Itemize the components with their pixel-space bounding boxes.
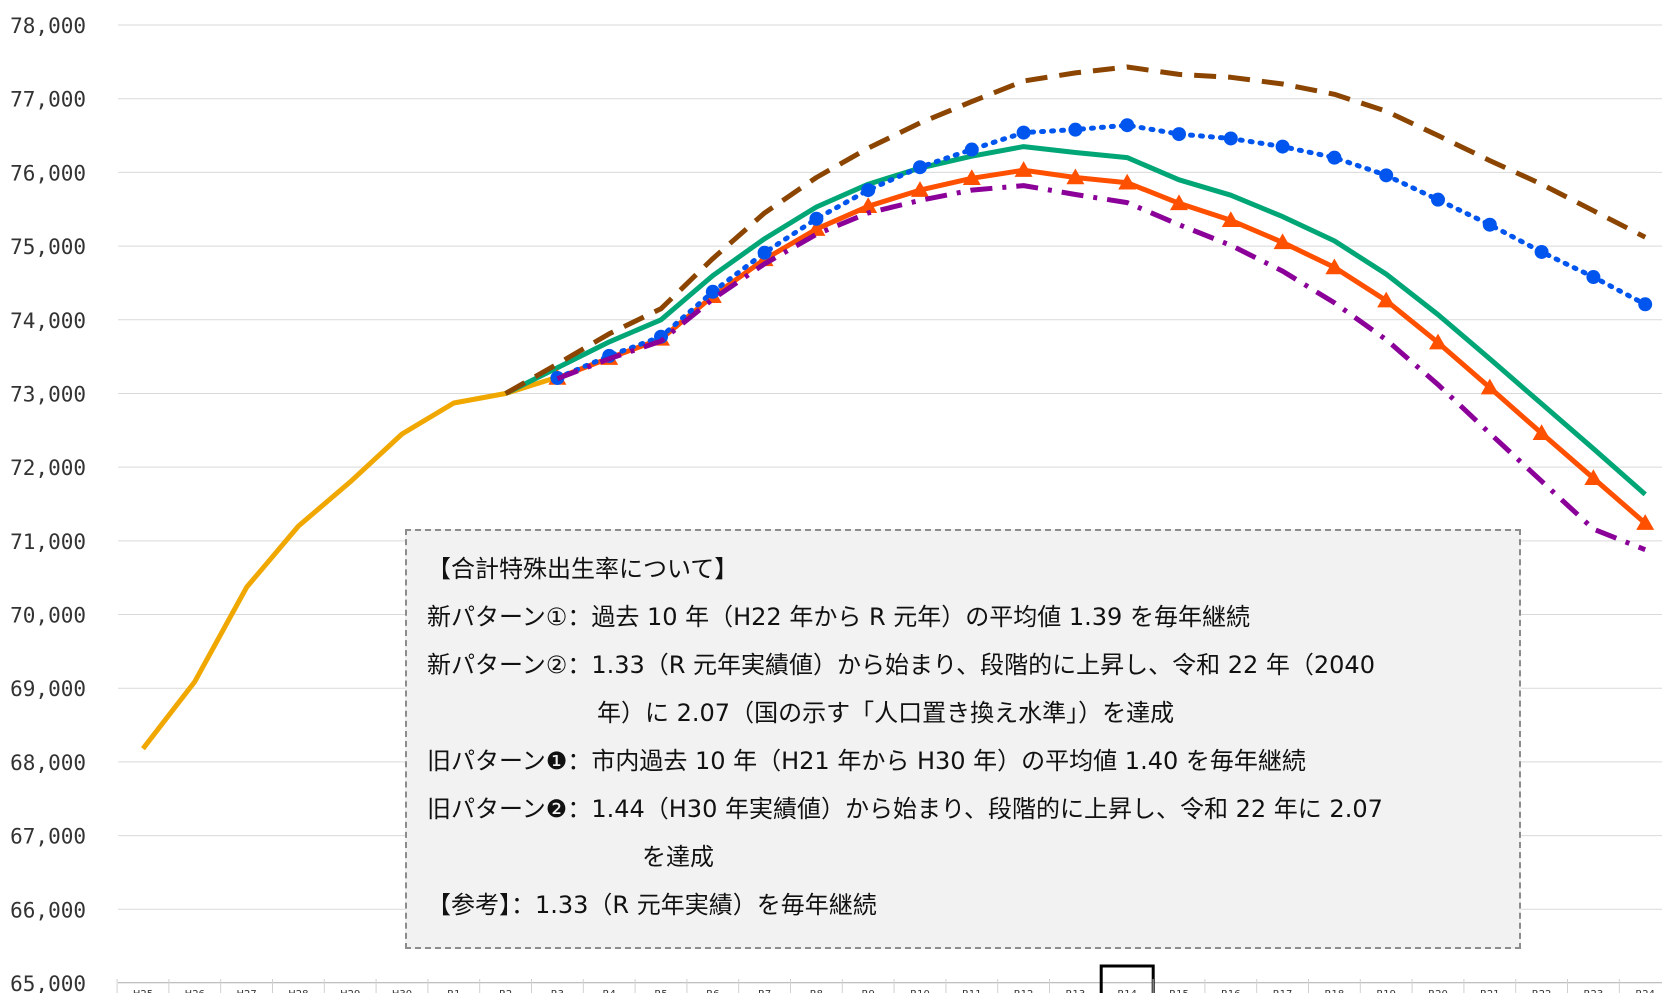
y-tick-label: 77,000 bbox=[10, 88, 86, 112]
marker-old-pattern-2 bbox=[705, 284, 720, 299]
x-tick-label: R4 bbox=[603, 989, 616, 993]
x-tick-label: R5 bbox=[654, 989, 667, 993]
y-tick-label: 70,000 bbox=[10, 604, 86, 628]
x-tick-label: R3 bbox=[551, 989, 564, 993]
marker-old-pattern-2 bbox=[1275, 139, 1290, 154]
x-tick-label: R8 bbox=[810, 989, 823, 993]
fertility-rate-legend-box: 【合計特殊出生率について】 新パターン①：過去 10 年（H22 年から R 元… bbox=[405, 529, 1521, 949]
series-line-reference bbox=[556, 183, 1647, 553]
marker-new-pattern-2 bbox=[1066, 168, 1085, 185]
marker-old-pattern-2 bbox=[964, 142, 979, 157]
series-line-old-pattern-2 bbox=[554, 122, 1648, 381]
legend-old-pattern-2: 旧パターン❷：1.44（H30 年実績値）から始まり、段階的に上昇し、令和 22… bbox=[427, 795, 1383, 823]
legend-old-pattern-1: 旧パターン❶：市内過去 10 年（H21 年から H30 年）の平均値 1.40… bbox=[427, 747, 1306, 775]
marker-new-pattern-2 bbox=[911, 181, 929, 197]
marker-old-pattern-2 bbox=[1482, 217, 1497, 232]
y-tick-label: 68,000 bbox=[10, 751, 86, 775]
marker-new-pattern-2 bbox=[1221, 211, 1240, 228]
marker-new-pattern-2 bbox=[1480, 378, 1499, 395]
series-line-new-pattern-1 bbox=[504, 144, 1647, 497]
x-tick-label: R13 bbox=[1066, 989, 1086, 993]
x-tick-label: R23 bbox=[1584, 989, 1604, 993]
y-tick-label: 75,000 bbox=[10, 235, 86, 259]
marker-new-pattern-2 bbox=[1118, 173, 1137, 190]
x-tick-label: H28 bbox=[288, 989, 308, 993]
legend-new-pattern-1: 新パターン①：過去 10 年（H22 年から R 元年）の平均値 1.39 を毎… bbox=[427, 603, 1250, 631]
y-tick-label: 66,000 bbox=[10, 898, 86, 922]
x-tick-label: R19 bbox=[1376, 989, 1396, 993]
x-tick-label: R6 bbox=[706, 989, 719, 993]
x-tick-label: R17 bbox=[1273, 989, 1293, 993]
marker-new-pattern-2 bbox=[962, 169, 981, 186]
marker-new-pattern-2 bbox=[1014, 161, 1033, 177]
x-tick-label: R14 bbox=[1117, 989, 1137, 993]
y-tick-label: 74,000 bbox=[10, 309, 86, 333]
marker-old-pattern-2 bbox=[1327, 150, 1342, 165]
marker-old-pattern-2 bbox=[1586, 270, 1601, 285]
marker-old-pattern-2 bbox=[1172, 127, 1186, 142]
y-tick-label: 72,000 bbox=[10, 456, 86, 480]
marker-new-pattern-2 bbox=[1584, 469, 1603, 485]
x-tick-label: R9 bbox=[862, 989, 875, 993]
y-tick-label: 73,000 bbox=[10, 382, 86, 406]
marker-new-pattern-2 bbox=[1636, 514, 1655, 530]
series-line-new-pattern-2 bbox=[556, 167, 1647, 526]
marker-new-pattern-2 bbox=[1325, 258, 1344, 275]
y-tick-label: 65,000 bbox=[10, 972, 86, 993]
marker-new-pattern-2 bbox=[1170, 194, 1188, 211]
y-axis: 65,000 66,000 67,000 68,000 69,000 70,000 71,0… bbox=[10, 14, 86, 993]
x-tick-label: R2 bbox=[499, 989, 512, 993]
x-tick-label: H30 bbox=[392, 989, 412, 993]
marker-old-pattern-2 bbox=[1016, 125, 1031, 140]
x-axis: H25 H26 H27 H28 H29 H30 R1 R2 R3 R4 R5 R6 R7 R8 R9 R10 R… bbox=[116, 964, 1662, 993]
x-tick-label: R11 bbox=[962, 989, 982, 993]
legend-new-pattern-2: 新パターン②：1.33（R 元年実績値）から始まり、段階的に上昇し、令和 22 … bbox=[427, 651, 1375, 679]
x-tick-label: H25 bbox=[133, 989, 153, 993]
marker-new-pattern-2 bbox=[1273, 233, 1292, 250]
x-tick-label: H26 bbox=[185, 989, 205, 993]
x-tick-label: R21 bbox=[1480, 989, 1500, 993]
marker-old-pattern-2 bbox=[757, 245, 772, 260]
marker-old-pattern-2 bbox=[1223, 131, 1238, 146]
marker-old-pattern-2 bbox=[913, 160, 927, 175]
x-tick-label: R16 bbox=[1221, 989, 1241, 993]
y-tick-label: 76,000 bbox=[10, 161, 86, 185]
marker-old-pattern-2 bbox=[1534, 244, 1549, 259]
legend-reference: 【参考】：1.33（R 元年実績）を毎年継続 bbox=[427, 891, 877, 919]
x-tick-label: R1 bbox=[447, 989, 460, 993]
series-line-actual bbox=[141, 374, 559, 751]
y-tick-label: 67,000 bbox=[10, 825, 86, 849]
marker-old-pattern-2 bbox=[809, 211, 824, 226]
x-tick-label: R24 bbox=[1635, 989, 1655, 993]
marker-old-pattern-2 bbox=[1638, 297, 1653, 312]
marker-new-pattern-2 bbox=[1429, 333, 1447, 350]
marker-old-pattern-2 bbox=[1068, 122, 1083, 137]
y-tick-label: 71,000 bbox=[10, 530, 86, 554]
series-lines bbox=[141, 64, 1655, 751]
marker-new-pattern-2 bbox=[1532, 424, 1551, 441]
y-tick-label: 69,000 bbox=[10, 677, 86, 701]
marker-old-pattern-2 bbox=[1120, 118, 1135, 133]
legend-title: 【合計特殊出生率について】 bbox=[427, 555, 739, 583]
marker-new-pattern-2 bbox=[859, 197, 878, 214]
x-tick-label: R20 bbox=[1428, 989, 1448, 993]
x-tick-label: R10 bbox=[910, 989, 930, 993]
x-tick-label: H27 bbox=[236, 989, 256, 993]
x-tick-label: R12 bbox=[1014, 989, 1034, 993]
legend-new-pattern-2-cont: 年）に 2.07（国の示す「人口置き換え水準」）を達成 bbox=[597, 699, 1175, 727]
marker-old-pattern-2 bbox=[861, 183, 876, 198]
x-tick-label: R18 bbox=[1325, 989, 1345, 993]
marker-old-pattern-2 bbox=[1431, 192, 1445, 207]
x-tick-label: R7 bbox=[758, 989, 771, 993]
x-tick-label: R15 bbox=[1169, 989, 1189, 993]
x-tick-label: H29 bbox=[340, 989, 360, 993]
y-tick-label: 78,000 bbox=[10, 14, 86, 38]
legend-old-pattern-2-cont: を達成 bbox=[642, 843, 714, 871]
series-line-old-pattern-1 bbox=[504, 64, 1647, 396]
x-tick-label: R22 bbox=[1532, 989, 1552, 993]
marker-old-pattern-2 bbox=[1379, 168, 1394, 183]
marker-new-pattern-2 bbox=[807, 220, 826, 236]
marker-new-pattern-2 bbox=[1377, 291, 1396, 308]
